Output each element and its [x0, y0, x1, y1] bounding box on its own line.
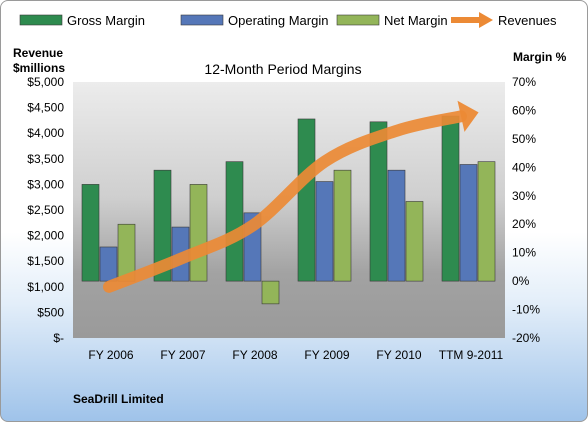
gross-margin-bar [153, 169, 172, 282]
category-label: FY 2006 [88, 348, 133, 362]
right-tick-label: 60% [512, 103, 536, 117]
net-margin-bar [261, 280, 280, 305]
net-margin-legend-label: Net Margin [384, 13, 448, 28]
net-margin-bar [189, 184, 208, 282]
left-tick-label: $2,500 [27, 203, 64, 217]
revenues-point [460, 115, 462, 117]
left-tick-label: $1,000 [27, 280, 64, 294]
operating-margin-bar [387, 169, 406, 282]
left-axis: $- $500 $1,000 $1,500 $2,000 $2,500 $3,000 $3,5… [27, 75, 64, 345]
category-label: TTM 9-2011 [439, 348, 504, 362]
revenues-point [396, 130, 398, 132]
category-label: FY 2008 [232, 348, 277, 362]
category-label: FY 2009 [304, 348, 349, 362]
gross-margin-bar [441, 115, 460, 282]
right-tick-label: -20% [512, 331, 540, 345]
revenues-point [252, 224, 254, 226]
category-label: FY 2010 [376, 348, 421, 362]
right-tick-label: 0% [512, 274, 530, 288]
net-margin-bar [405, 201, 424, 282]
right-tick-label: 40% [512, 160, 536, 174]
revenues-arrowhead [457, 100, 479, 132]
right-tick-label: 30% [512, 189, 536, 203]
right-axis: -20% -10% 0% 10% 20% 30% 40% 50% 60% 70% [512, 75, 540, 345]
left-tick-label: $5,000 [27, 75, 64, 89]
net-margin-bar [477, 161, 496, 282]
category-label: FY 2007 [160, 348, 205, 362]
bar-marks [81, 115, 496, 305]
gross-margin-bar [297, 118, 316, 282]
left-tick-label: $2,000 [27, 229, 64, 243]
right-tick-label: 50% [512, 132, 536, 146]
revenues-legend-label: Revenues [498, 13, 557, 28]
revenues-line [103, 110, 467, 293]
left-tick-label: $500 [37, 305, 64, 319]
revenues-point [180, 258, 182, 260]
revenues-point [108, 286, 110, 288]
legend: Gross Margin Operating Margin Net Margin Re… [19, 12, 557, 28]
right-axis-label: Margin % [513, 50, 567, 64]
category-axis: FY 2006 FY 2007 FY 2008 FY 2009 FY 2010 TTM 9… [88, 348, 503, 362]
net-margin-legend-swatch [336, 14, 380, 26]
gross-margin-bar [225, 161, 244, 282]
left-axis-label-line2: $millions [13, 61, 65, 75]
right-tick-label: -10% [512, 303, 540, 317]
revenues-legend-arrowhead [479, 12, 493, 28]
left-tick-label: $1,500 [27, 254, 64, 268]
left-tick-label: $4,000 [27, 126, 64, 140]
operating-margin-legend-swatch [180, 14, 224, 26]
operating-margin-bar [459, 164, 478, 282]
company-label: SeaDrill Limited [73, 392, 164, 406]
right-tick-label: 20% [512, 217, 536, 231]
operating-margin-bar [99, 246, 118, 282]
revenue-arrow-layer [103, 100, 479, 293]
operating-margin-bar [315, 181, 334, 282]
right-tick-label: 70% [512, 75, 536, 89]
left-tick-label: $- [53, 331, 64, 345]
left-tick-label: $3,500 [27, 152, 64, 166]
left-tick-label: $3,000 [27, 177, 64, 191]
revenues-point [324, 160, 326, 162]
net-margin-bar [333, 169, 352, 282]
operating-margin-legend-label: Operating Margin [228, 13, 328, 28]
gross-margin-bar [81, 184, 100, 282]
gross-margin-bar [369, 121, 388, 282]
gross-margin-legend-swatch [19, 14, 63, 26]
left-tick-label: $4,500 [27, 101, 64, 115]
right-tick-label: 10% [512, 246, 536, 260]
left-axis-label-line1: Revenue [13, 46, 63, 60]
gross-margin-legend-label: Gross Margin [67, 13, 145, 28]
chart-title: 12-Month Period Margins [204, 61, 361, 77]
